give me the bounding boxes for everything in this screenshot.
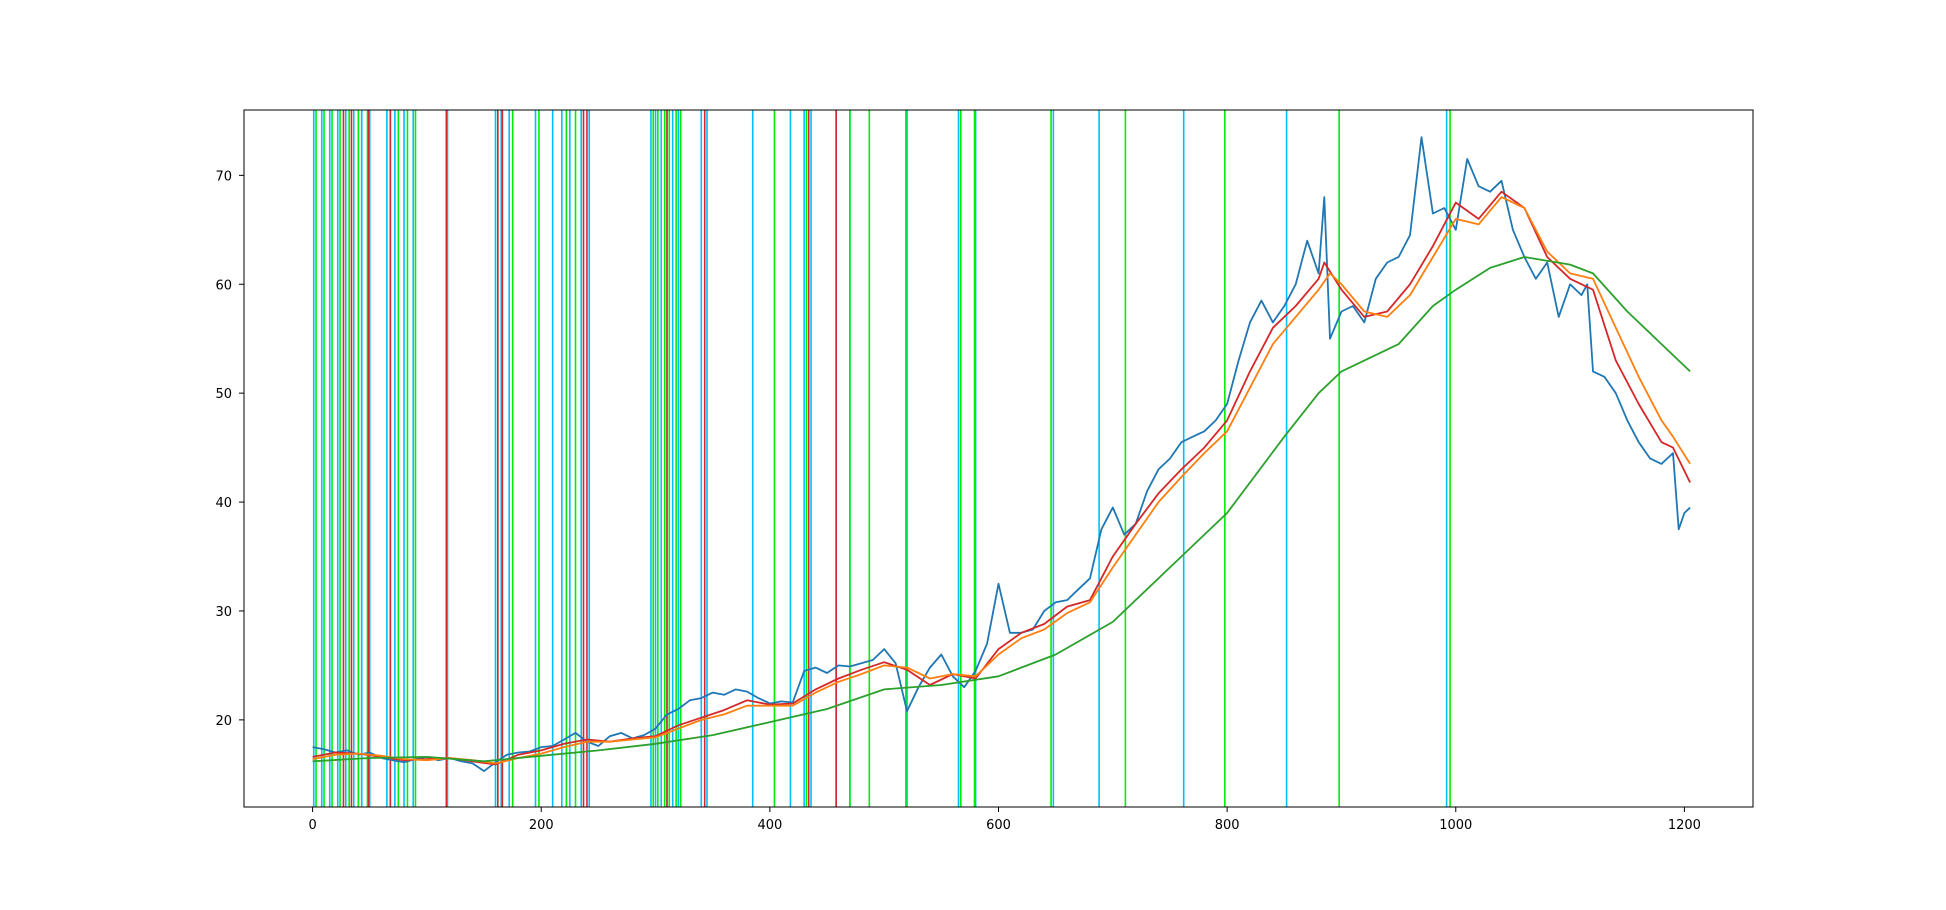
series-line-3 xyxy=(312,196,1691,765)
axes: 0 200 400 600 800 1000 1200 20 30 40 50 60 70 xyxy=(215,169,1701,833)
y-tick-label: 20 xyxy=(215,714,232,729)
x-tick-label: 400 xyxy=(757,818,782,833)
x-tick-label: 0 xyxy=(308,818,316,833)
series-lines xyxy=(312,136,1691,772)
series-line-4 xyxy=(312,256,1691,763)
x-tick-label: 1000 xyxy=(1439,818,1472,833)
y-tick-label: 30 xyxy=(215,605,232,620)
x-tick-label: 1200 xyxy=(1668,818,1701,833)
plot-frame xyxy=(243,109,1754,808)
x-tick-label: 600 xyxy=(986,818,1011,833)
y-tick-label: 60 xyxy=(215,278,232,293)
x-tick-label: 800 xyxy=(1215,818,1240,833)
series-line-2 xyxy=(312,190,1691,766)
y-tick-label: 40 xyxy=(215,496,232,511)
y-tick-label: 70 xyxy=(215,169,232,184)
x-tick-label: 200 xyxy=(529,818,554,833)
y-tick-label: 50 xyxy=(215,387,232,402)
vertical-markers xyxy=(312,110,1451,807)
